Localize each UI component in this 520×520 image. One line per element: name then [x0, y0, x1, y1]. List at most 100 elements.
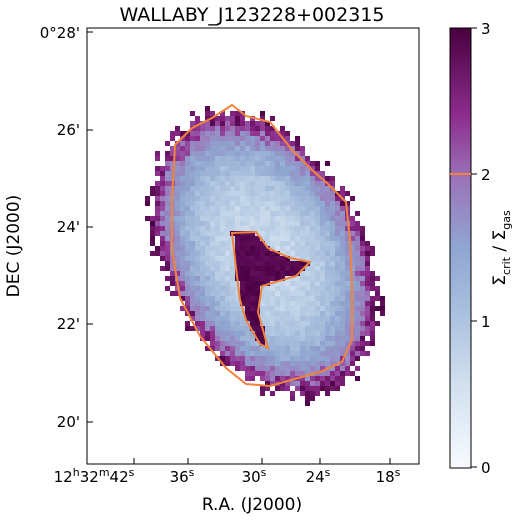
map-pixel: [370, 296, 375, 301]
map-pixel: [280, 216, 285, 221]
map-pixel: [230, 281, 235, 286]
map-pixel: [270, 191, 275, 196]
map-pixel: [275, 231, 280, 236]
map-pixel: [320, 346, 325, 351]
map-pixel: [315, 241, 320, 246]
map-pixel: [340, 376, 345, 381]
map-pixel: [205, 211, 210, 216]
map-pixel: [210, 331, 215, 336]
map-pixel: [215, 236, 220, 241]
map-pixel: [215, 231, 220, 236]
map-pixel: [340, 346, 345, 351]
map-pixel: [190, 291, 195, 296]
map-pixel: [265, 326, 270, 331]
map-pixel: [325, 161, 330, 166]
map-pixel: [310, 231, 315, 236]
map-pixel: [320, 186, 325, 191]
map-pixel: [275, 146, 280, 151]
map-pixel: [280, 196, 285, 201]
map-pixel: [250, 356, 255, 361]
map-pixel: [240, 266, 245, 271]
map-pixel: [365, 256, 370, 261]
map-pixel: [210, 336, 215, 341]
map-pixel: [230, 336, 235, 341]
map-pixel: [185, 211, 190, 216]
map-pixel: [265, 176, 270, 181]
map-pixel: [235, 216, 240, 221]
map-pixel: [345, 286, 350, 291]
map-pixel: [230, 111, 235, 116]
map-pixel: [205, 181, 210, 186]
map-pixel: [360, 276, 365, 281]
map-pixel: [300, 291, 305, 296]
map-pixel: [215, 246, 220, 251]
map-pixel: [220, 296, 225, 301]
map-pixel: [210, 131, 215, 136]
map-pixel: [315, 251, 320, 256]
map-pixel: [260, 226, 265, 231]
map-pixel: [335, 371, 340, 376]
map-pixel: [330, 241, 335, 246]
map-pixel: [290, 316, 295, 321]
map-pixel: [205, 321, 210, 326]
map-pixel: [270, 351, 275, 356]
map-pixel: [300, 241, 305, 246]
map-pixel: [300, 346, 305, 351]
map-pixel: [205, 176, 210, 181]
map-pixel: [210, 341, 215, 346]
map-pixel: [180, 221, 185, 226]
map-pixel: [210, 281, 215, 286]
map-pixel: [320, 196, 325, 201]
map-pixel: [220, 256, 225, 261]
map-pixel: [335, 341, 340, 346]
map-pixel: [300, 321, 305, 326]
map-pixel: [215, 211, 220, 216]
map-pixel: [280, 386, 285, 391]
map-pixel: [290, 261, 295, 266]
map-pixel: [240, 181, 245, 186]
map-pixel: [205, 196, 210, 201]
map-pixel: [340, 306, 345, 311]
map-pixel: [325, 346, 330, 351]
map-pixel: [275, 301, 280, 306]
map-pixel: [285, 241, 290, 246]
map-pixel: [235, 261, 240, 266]
map-pixel: [265, 221, 270, 226]
map-pixel: [355, 346, 360, 351]
map-pixel: [325, 296, 330, 301]
map-pixel: [245, 146, 250, 151]
map-pixel: [220, 316, 225, 321]
map-pixel: [195, 171, 200, 176]
map-pixel: [360, 311, 365, 316]
map-pixel: [370, 251, 375, 256]
map-pixel: [315, 196, 320, 201]
map-pixel: [250, 136, 255, 141]
map-pixel: [310, 376, 315, 381]
map-pixel: [180, 156, 185, 161]
map-pixel: [250, 316, 255, 321]
map-pixel: [230, 276, 235, 281]
map-pixel: [305, 191, 310, 196]
map-pixel: [290, 161, 295, 166]
map-pixel: [195, 321, 200, 326]
map-pixel: [215, 216, 220, 221]
map-pixel: [230, 186, 235, 191]
map-pixel: [290, 271, 295, 276]
map-pixel: [305, 371, 310, 376]
map-pixel: [200, 186, 205, 191]
map-pixel: [205, 231, 210, 236]
map-pixel: [285, 146, 290, 151]
map-pixel: [195, 156, 200, 161]
map-pixel: [165, 141, 170, 146]
map-pixel: [235, 316, 240, 321]
map-pixel: [250, 171, 255, 176]
map-pixel: [355, 256, 360, 261]
map-pixel: [305, 351, 310, 356]
map-pixel: [290, 216, 295, 221]
map-pixel: [175, 126, 180, 131]
colorbar-label: Σcrit / Σgas: [490, 210, 513, 286]
map-pixel: [245, 151, 250, 156]
map-pixel: [240, 311, 245, 316]
map-pixel: [350, 356, 355, 361]
map-pixel: [180, 211, 185, 216]
